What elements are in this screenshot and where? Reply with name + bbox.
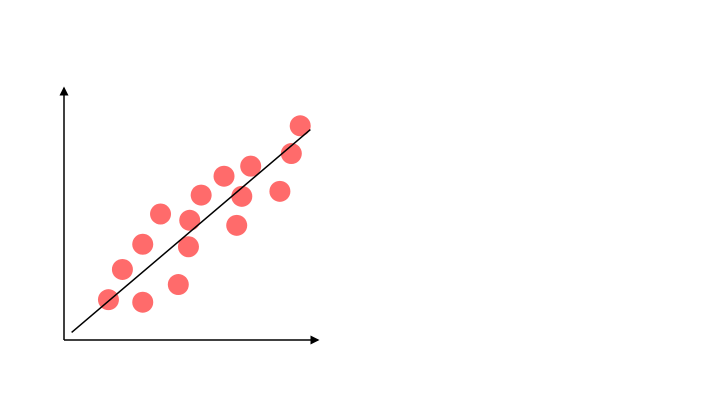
trend-line-group [71,129,311,334]
data-point-3 [132,233,154,255]
data-point-8 [179,209,201,231]
data-point-7 [177,236,199,258]
data-point-2 [111,258,133,280]
data-points [97,115,311,313]
data-point-14 [269,180,291,202]
trend-line [71,129,311,334]
data-point-13 [240,155,262,177]
data-point-9 [190,184,212,206]
data-point-5 [132,291,154,313]
data-point-12 [226,214,248,236]
data-point-4 [150,203,172,225]
data-point-6 [167,274,189,296]
data-point-16 [289,115,311,137]
data-point-11 [231,185,253,207]
data-point-10 [213,165,235,187]
axes [59,86,320,345]
data-point-15 [280,143,302,165]
